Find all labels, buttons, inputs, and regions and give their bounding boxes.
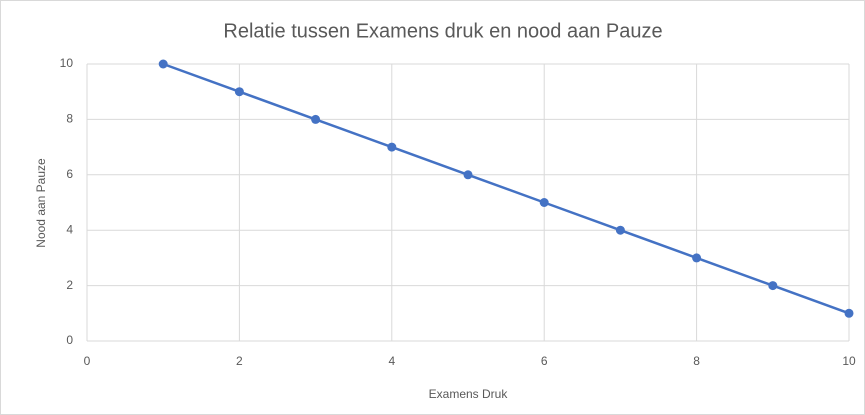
data-point <box>768 281 778 291</box>
x-tick-label: 0 <box>84 354 91 368</box>
data-point <box>615 225 625 235</box>
x-tick-label: 10 <box>842 354 856 368</box>
x-tick-label: 8 <box>693 354 700 368</box>
y-axis-label: Nood aan Pauze <box>34 158 48 248</box>
x-axis-label: Examens Druk <box>429 387 509 401</box>
data-point <box>387 142 397 152</box>
x-tick-label: 4 <box>388 354 395 368</box>
chart-title: Relatie tussen Examens druk en nood aan … <box>223 20 662 42</box>
data-point <box>539 198 549 207</box>
y-tick-label: 4 <box>66 222 73 236</box>
data-point <box>844 308 854 318</box>
data-point <box>311 114 321 124</box>
y-tick-label: 10 <box>60 56 74 70</box>
x-tick-label: 6 <box>541 354 548 368</box>
data-point <box>692 253 702 263</box>
y-tick-label: 6 <box>66 167 73 181</box>
y-tick-label: 0 <box>66 333 73 347</box>
data-point <box>463 170 473 180</box>
data-point <box>158 59 168 69</box>
y-tick-label: 8 <box>66 112 73 126</box>
x-tick-label: 2 <box>236 354 243 368</box>
y-tick-label: 2 <box>66 278 73 292</box>
data-point <box>234 87 244 97</box>
series-line <box>162 62 850 315</box>
